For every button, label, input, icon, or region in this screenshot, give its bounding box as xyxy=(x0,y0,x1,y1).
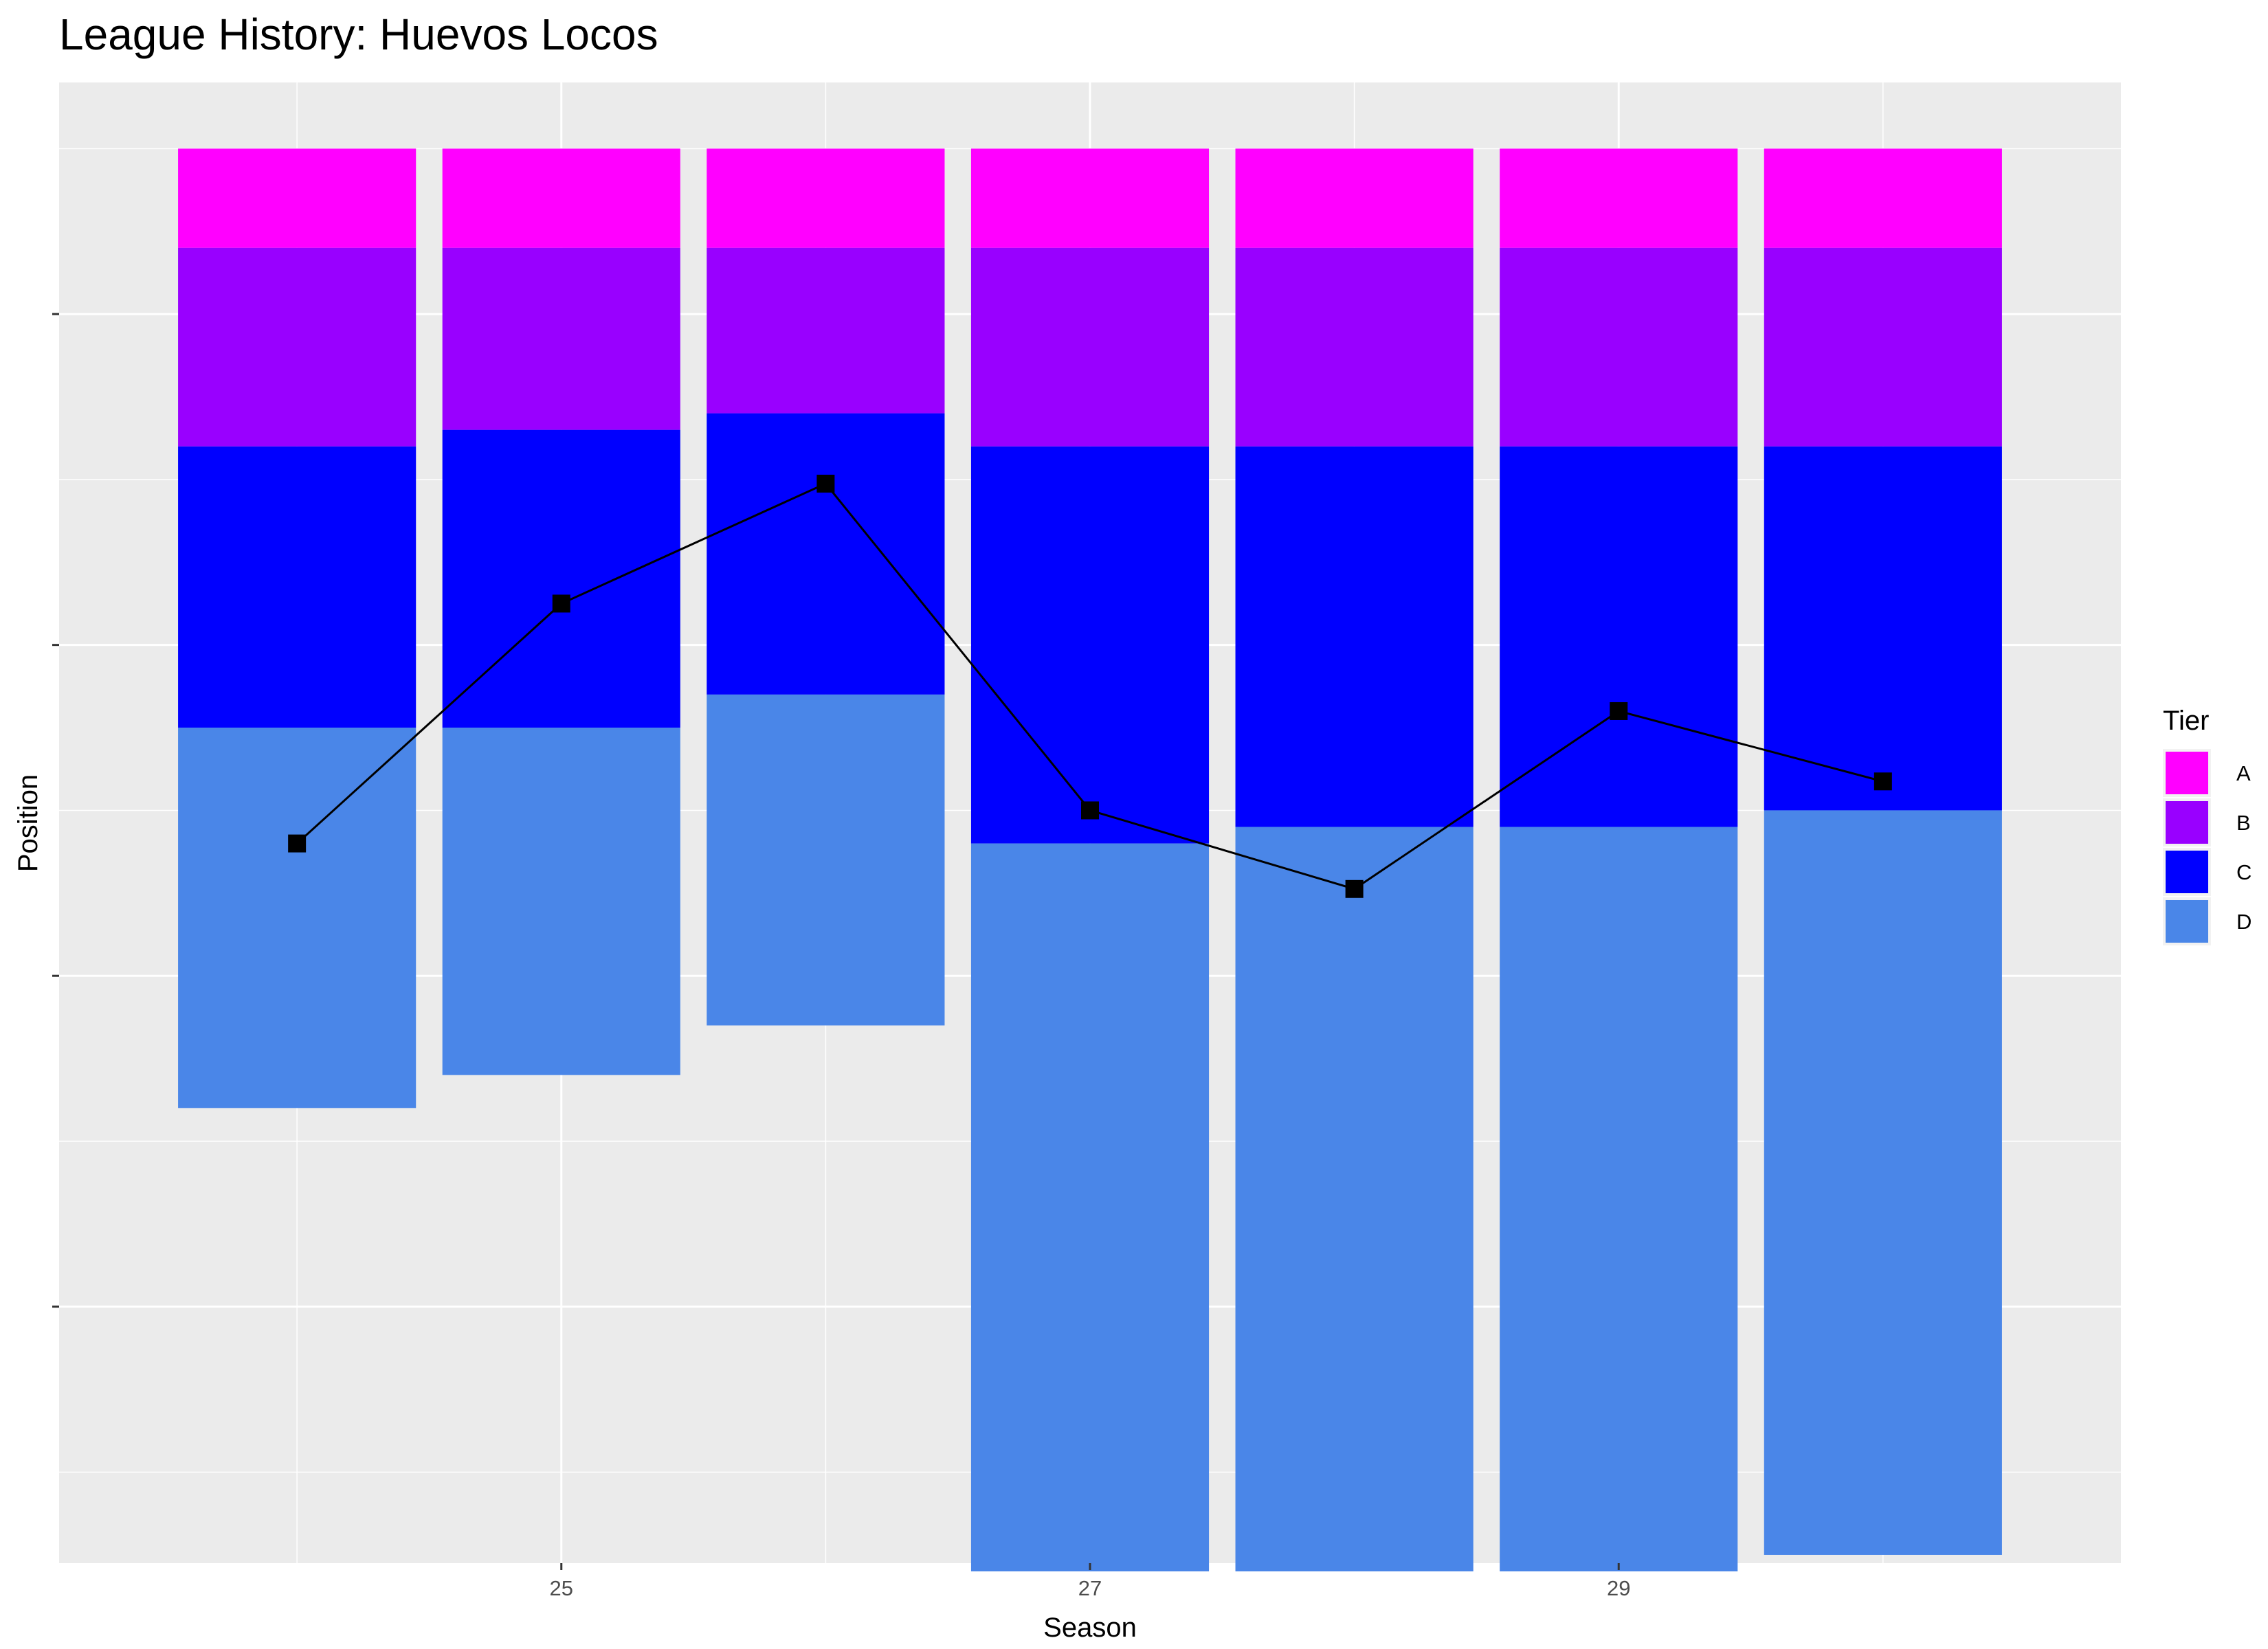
legend-label-d: D xyxy=(2236,910,2252,934)
bar-tier-b-season-26 xyxy=(707,247,945,414)
bar-tier-a-season-25 xyxy=(442,148,680,248)
legend-swatch-d xyxy=(2166,900,2208,943)
bar-tier-b-season-29 xyxy=(1500,247,1738,447)
bars xyxy=(178,148,2002,1572)
x-axis-title: Season xyxy=(1043,1613,1137,1643)
legend-swatch-a xyxy=(2166,752,2208,794)
position-marker-season-27 xyxy=(1081,801,1099,820)
legend-title: Tier xyxy=(2163,706,2209,736)
bar-tier-c-season-27 xyxy=(970,446,1210,844)
x-tick-label: 25 xyxy=(550,1576,573,1600)
bar-tier-c-season-29 xyxy=(1500,446,1738,827)
legend-label-b: B xyxy=(2236,811,2251,835)
bar-tier-b-season-25 xyxy=(442,247,680,430)
position-line-layer xyxy=(288,474,1892,898)
bar-tier-a-season-24 xyxy=(178,148,416,248)
bar-tier-b-season-27 xyxy=(970,247,1210,447)
bar-tier-d-season-29 xyxy=(1500,827,1738,1572)
bar-tier-d-season-28 xyxy=(1235,827,1474,1572)
bar-tier-c-season-25 xyxy=(442,429,680,728)
bar-tier-a-season-29 xyxy=(1500,148,1738,248)
bar-tier-a-season-28 xyxy=(1235,148,1474,248)
bar-tier-a-season-30 xyxy=(1764,148,2002,248)
x-tick-label: 27 xyxy=(1078,1576,1102,1600)
axes: 25 27 29 xyxy=(52,313,1630,1600)
bar-tier-c-season-24 xyxy=(178,446,416,728)
bar-tier-c-season-28 xyxy=(1235,446,1474,827)
bar-tier-b-season-24 xyxy=(178,247,416,447)
bar-tier-d-season-26 xyxy=(707,694,945,1026)
position-marker-season-30 xyxy=(1874,772,1892,791)
bar-tier-d-season-24 xyxy=(178,728,416,1108)
bar-tier-b-season-28 xyxy=(1235,247,1474,447)
position-marker-season-26 xyxy=(816,474,835,493)
x-tick-label: 29 xyxy=(1607,1576,1630,1600)
bar-tier-d-season-27 xyxy=(970,843,1210,1572)
bar-tier-d-season-30 xyxy=(1764,810,2002,1555)
legend-label-a: A xyxy=(2236,761,2251,785)
position-marker-season-29 xyxy=(1610,702,1628,720)
bar-tier-c-season-30 xyxy=(1764,446,2002,811)
bar-tier-b-season-30 xyxy=(1764,247,2002,447)
position-marker-season-24 xyxy=(288,834,307,853)
y-axis-title: Position xyxy=(13,774,43,872)
legend-swatch-b xyxy=(2166,801,2208,844)
bar-tier-a-season-27 xyxy=(970,148,1210,248)
legend-swatch-c xyxy=(2166,851,2208,893)
position-marker-season-28 xyxy=(1345,879,1364,898)
position-marker-season-25 xyxy=(552,594,570,613)
bar-tier-c-season-26 xyxy=(707,413,945,695)
bar-tier-d-season-25 xyxy=(442,728,680,1075)
chart-title: League History: Huevos Locos xyxy=(59,10,658,59)
legend: Tier A B C D xyxy=(2163,706,2252,945)
legend-label-c: C xyxy=(2236,860,2252,884)
bar-tier-a-season-26 xyxy=(707,148,945,248)
